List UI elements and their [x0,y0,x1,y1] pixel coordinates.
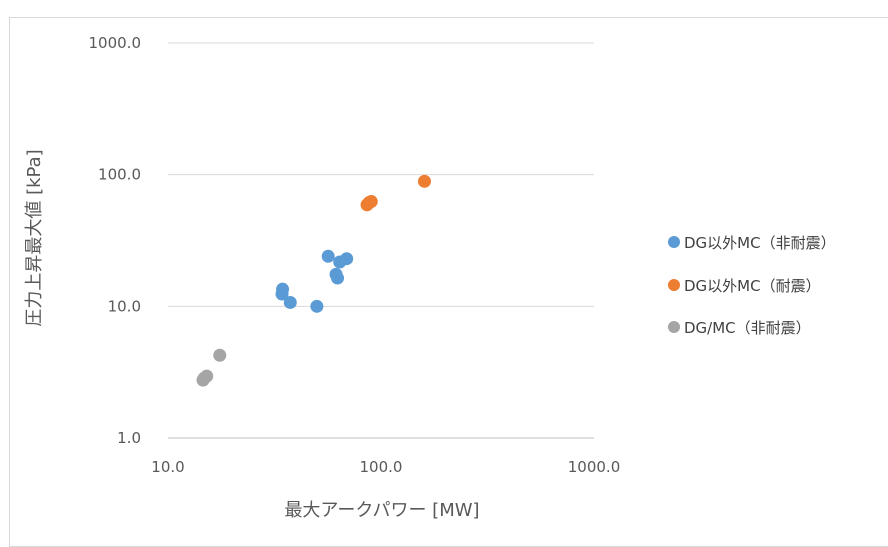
data-point-series-2 [364,195,378,209]
data-point-series-1 [275,287,289,301]
legend-marker-series-2 [668,279,680,291]
data-point-series-2 [417,174,431,188]
legend: DG以外MC（非耐震） DG以外MC（耐震） DG/MC（非耐震） [668,234,836,337]
data-points [196,174,431,387]
legend-marker-series-1 [668,236,680,248]
data-point-series-3 [200,369,214,383]
data-point-series-1 [331,271,345,285]
legend-label-series-2: DG以外MC（耐震） [684,277,821,295]
data-point-series-3 [213,348,227,362]
legend-marker-series-3 [668,321,680,333]
data-point-series-1 [310,299,324,313]
legend-item: DG以外MC（非耐震） [668,234,836,252]
x-tick-labels: 10.0 100.0 1000.0 [151,458,620,476]
x-axis-title: 最大アークパワー [MW] [284,500,479,521]
x-tick-label: 1000.0 [568,458,621,476]
legend-item: DG以外MC（耐震） [668,277,821,295]
legend-item: DG/MC（非耐震） [668,319,811,337]
data-point-series-1 [340,252,354,266]
y-tick-label: 1.0 [117,429,141,447]
legend-label-series-1: DG以外MC（非耐震） [684,234,836,252]
y-tick-label: 10.0 [108,297,141,315]
legend-label-series-3: DG/MC（非耐震） [684,319,811,337]
x-tick-label: 10.0 [151,458,184,476]
gridlines [168,42,594,439]
y-axis-title: 圧力上昇最大値 [kPa] [24,149,45,326]
y-tick-label: 100.0 [98,166,141,184]
data-point-series-1 [283,295,297,309]
y-tick-label: 1000.0 [89,34,142,52]
x-tick-label: 100.0 [360,458,403,476]
data-point-series-1 [321,249,335,263]
y-tick-labels: 1.0 10.0 100.0 1000.0 [89,34,142,447]
